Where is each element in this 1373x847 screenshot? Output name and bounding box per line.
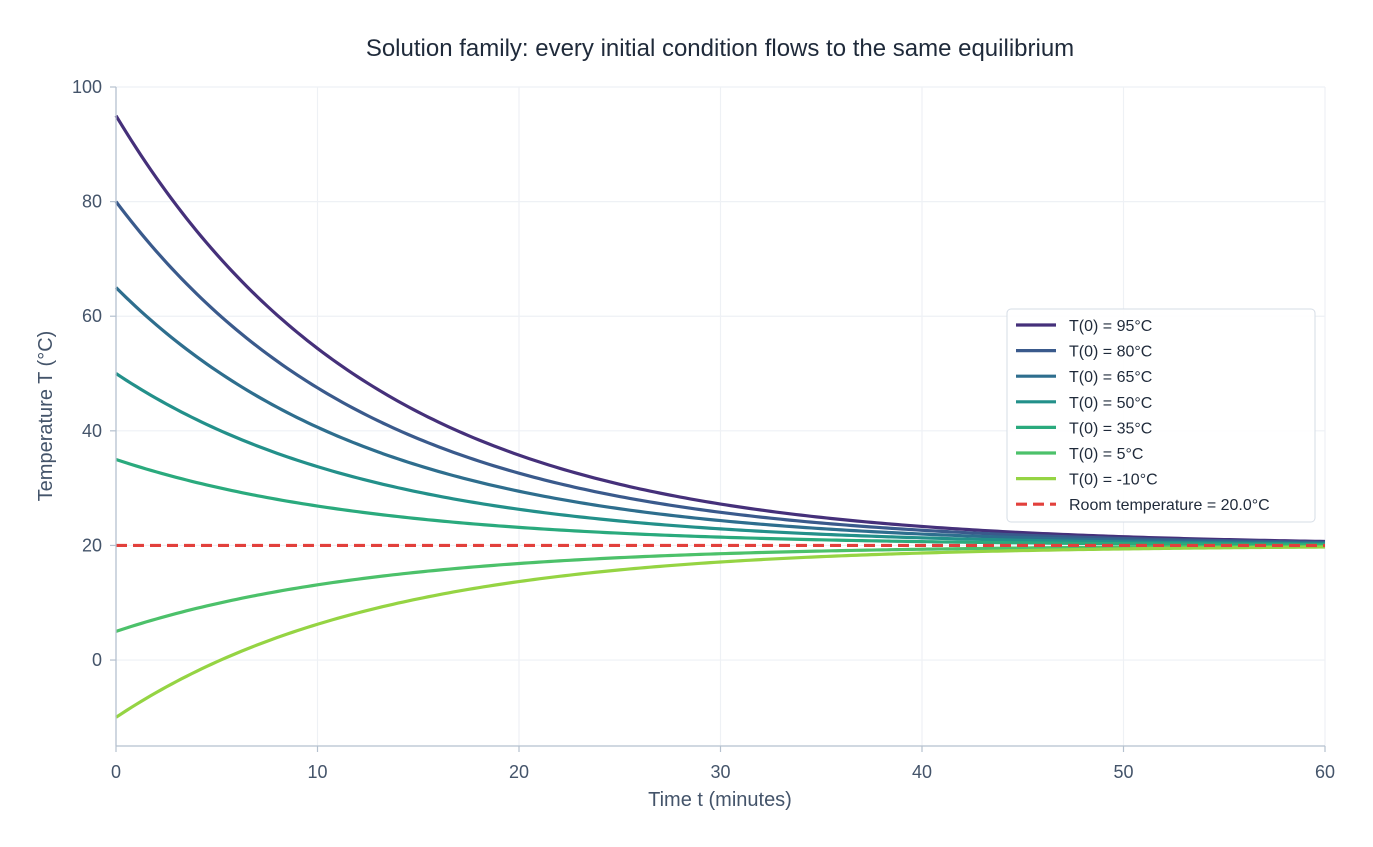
- legend-label-2: T(0) = 65°C: [1069, 369, 1152, 386]
- legend-label-7: Room temperature = 20.0°C: [1069, 497, 1270, 514]
- legend: T(0) = 95°C T(0) = 80°C T(0) = 65°C T(0) = …: [1006, 308, 1316, 523]
- y-tick-label-0: 0: [92, 650, 102, 670]
- chart-title: Solution family: every initial condition…: [366, 35, 1074, 62]
- series-line-3: [115, 372, 1326, 546]
- series-line-5: [115, 544, 1326, 633]
- series-line-6: [115, 545, 1326, 719]
- y-axis-label: Temperature T (°C): [35, 331, 57, 502]
- series-line-0: [114, 114, 1326, 544]
- x-axis-label: Time t (minutes): [648, 789, 792, 811]
- x-tick-label-1: 10: [307, 762, 327, 782]
- y-tick-label-3: 60: [82, 306, 102, 326]
- series-line-4: [115, 457, 1326, 547]
- legend-label-1: T(0) = 80°C: [1069, 344, 1152, 361]
- y-tick-label-1: 20: [82, 535, 102, 555]
- legend-box: [1006, 308, 1316, 523]
- legend-label-3: T(0) = 50°C: [1069, 395, 1152, 412]
- x-tick-label-0: 0: [111, 762, 121, 782]
- series-layer: [114, 114, 1326, 719]
- y-tick-label-5: 100: [72, 77, 102, 97]
- ticks: 0 10 20 30 40 50 60 0 20 40 60 80 100: [72, 77, 1335, 782]
- x-tick-label-6: 60: [1315, 762, 1335, 782]
- y-tick-label-2: 40: [82, 421, 102, 441]
- y-tick-label-4: 80: [82, 192, 102, 212]
- x-tick-label-3: 30: [710, 762, 730, 782]
- x-tick-label-5: 50: [1113, 762, 1133, 782]
- legend-label-0: T(0) = 95°C: [1069, 318, 1152, 335]
- x-tick-label-2: 20: [509, 762, 529, 782]
- legend-label-6: T(0) = -10°C: [1069, 472, 1158, 489]
- legend-label-4: T(0) = 35°C: [1069, 420, 1152, 437]
- legend-label-5: T(0) = 5°C: [1069, 446, 1143, 463]
- series-line-2: [114, 286, 1326, 545]
- series-line-1: [114, 200, 1326, 544]
- x-tick-label-4: 40: [912, 762, 932, 782]
